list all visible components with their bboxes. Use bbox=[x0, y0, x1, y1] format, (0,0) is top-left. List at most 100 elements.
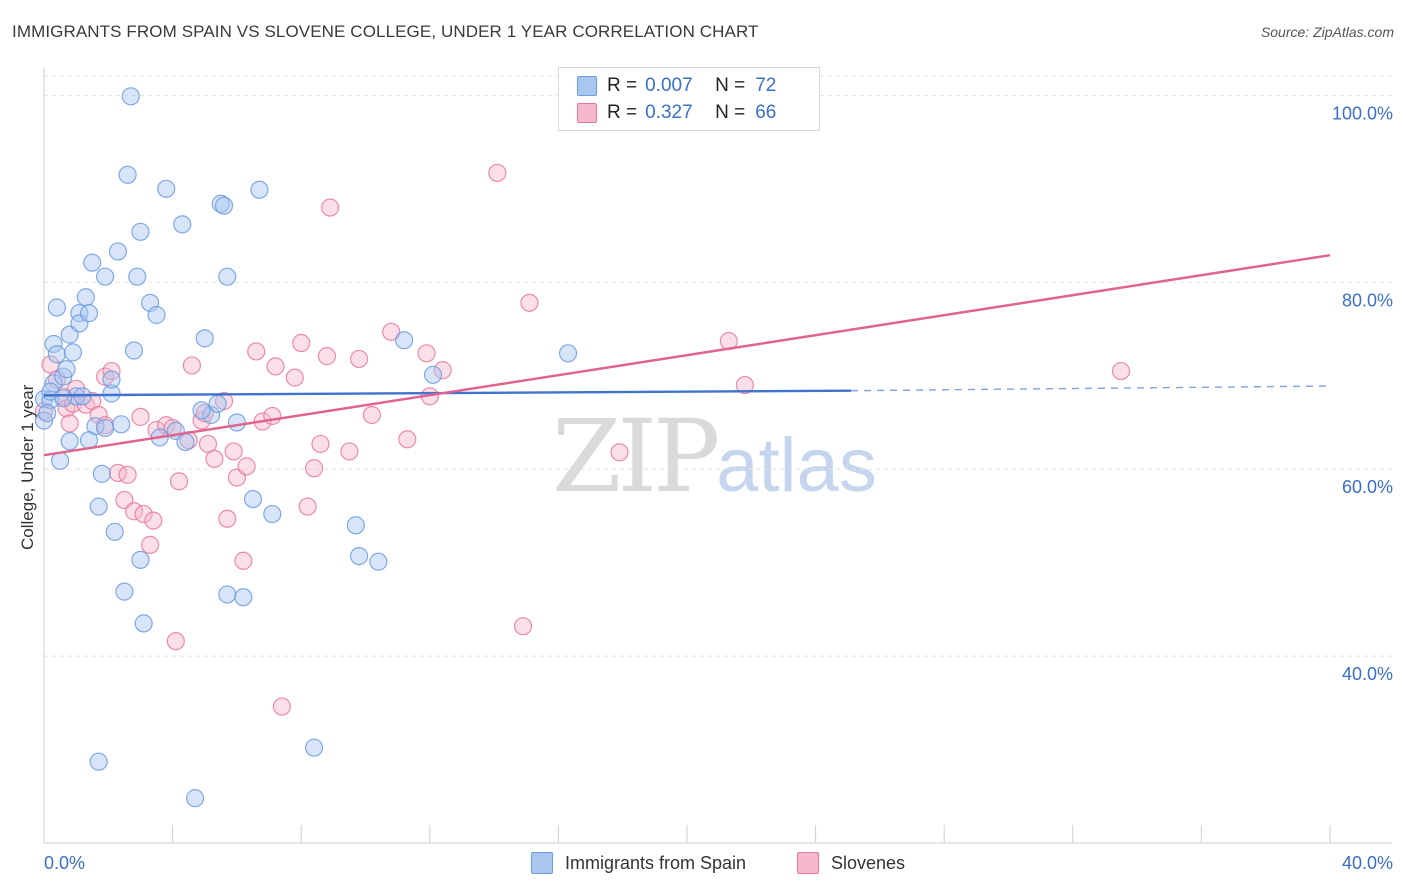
spain-point bbox=[195, 329, 214, 348]
correlation-legend: R = 0.007 N = 72 R = 0.327 N = 66 bbox=[558, 67, 820, 131]
slovenes-point bbox=[382, 322, 401, 341]
spain-point bbox=[131, 222, 150, 241]
slovenes-point bbox=[218, 509, 237, 528]
spain-point bbox=[423, 365, 443, 384]
legend-r-label: R = bbox=[607, 102, 638, 123]
slovenes-point bbox=[131, 407, 150, 426]
spain-point bbox=[243, 489, 263, 509]
slovenes-point bbox=[60, 414, 79, 433]
spain-points bbox=[34, 85, 758, 808]
legend-swatch-slovenes bbox=[797, 852, 819, 874]
slovenes-point bbox=[163, 418, 182, 438]
legend-swatch-spain bbox=[577, 76, 597, 96]
legend-item-slovenes[interactable]: Slovenes bbox=[797, 852, 905, 874]
chart-title: IMMIGRANTS FROM SPAIN VS SLOVENE COLLEGE… bbox=[12, 22, 759, 41]
slovenes-point bbox=[134, 504, 153, 524]
spain-point bbox=[47, 345, 66, 364]
slovenes-point bbox=[195, 404, 214, 423]
slovenes-point bbox=[433, 361, 452, 380]
slovenes-point bbox=[266, 357, 285, 376]
legend-n-value: 72 bbox=[755, 75, 777, 96]
slovenes-point bbox=[349, 349, 369, 369]
legend-n-value: 66 bbox=[755, 102, 777, 123]
y-tick-label: 40.0% bbox=[1342, 664, 1393, 684]
spain-point bbox=[63, 343, 83, 362]
series-legend: Immigrants from Spain Slovenes bbox=[0, 852, 1406, 878]
slovenes-point bbox=[513, 617, 533, 636]
spain-point bbox=[346, 516, 365, 535]
spain-point bbox=[349, 547, 369, 566]
spain-point bbox=[186, 789, 205, 808]
spain-point bbox=[147, 305, 166, 325]
x-tick-label: 0.0% bbox=[44, 853, 85, 873]
watermark-atlas: atlas bbox=[716, 423, 877, 508]
slovenes-point bbox=[144, 511, 163, 530]
spain-point bbox=[44, 334, 63, 354]
legend-item-spain[interactable]: Immigrants from Spain bbox=[531, 852, 746, 874]
legend-r-value: 0.327 bbox=[645, 102, 693, 123]
spain-point bbox=[47, 298, 66, 317]
slovenes-point bbox=[205, 449, 224, 469]
legend-label-slovenes: Slovenes bbox=[831, 852, 906, 873]
spain-point bbox=[250, 180, 269, 199]
spain-trend-extension bbox=[850, 385, 1331, 392]
spain-point bbox=[108, 242, 128, 261]
spain-point bbox=[89, 752, 108, 771]
slovenes-points bbox=[34, 163, 1131, 716]
spain-point bbox=[208, 394, 227, 413]
spain-point bbox=[50, 451, 70, 470]
spain-point bbox=[211, 194, 230, 213]
watermark: ZIPatlas bbox=[552, 398, 877, 515]
slovenes-point bbox=[321, 198, 340, 217]
watermark-zip: ZIP bbox=[552, 398, 720, 515]
slovenes-point bbox=[417, 344, 436, 363]
slovenes-point bbox=[298, 497, 317, 516]
legend-n-label: N = bbox=[715, 75, 746, 96]
slovenes-point bbox=[140, 535, 160, 554]
spain-point bbox=[112, 415, 131, 434]
spain-point bbox=[38, 404, 57, 423]
slovenes-point bbox=[317, 347, 337, 366]
spain-point bbox=[124, 341, 144, 360]
spain-point bbox=[214, 196, 234, 215]
legend-label-spain: Immigrants from Spain bbox=[565, 852, 747, 873]
spain-point bbox=[102, 370, 121, 389]
spain-point bbox=[54, 389, 73, 408]
spain-point bbox=[102, 384, 121, 403]
legend-swatch-slovenes bbox=[577, 103, 597, 123]
spain-point bbox=[118, 165, 137, 184]
legend-r-value: 0.007 bbox=[645, 75, 693, 96]
slovenes-point bbox=[340, 442, 359, 461]
spain-point bbox=[263, 504, 282, 524]
spain-point bbox=[92, 464, 111, 483]
spain-point bbox=[131, 550, 150, 569]
slovenes-point bbox=[520, 293, 539, 312]
x-tick-label: 40.0% bbox=[1342, 853, 1393, 873]
axes bbox=[43, 68, 1392, 844]
legend-swatch-spain bbox=[531, 852, 553, 874]
source-credit: Source: ZipAtlas.com bbox=[1260, 24, 1394, 40]
slovenes-point bbox=[166, 632, 185, 651]
slovenes-point bbox=[263, 406, 282, 426]
slovenes-point bbox=[398, 430, 417, 449]
slovenes-point bbox=[67, 379, 86, 398]
spain-point bbox=[558, 344, 578, 363]
slovenes-point bbox=[234, 551, 253, 570]
spain-point bbox=[157, 179, 176, 198]
spain-point bbox=[227, 413, 246, 432]
spain-point bbox=[70, 304, 89, 323]
y-tick-label: 100.0% bbox=[1332, 103, 1393, 123]
spain-point bbox=[176, 432, 195, 452]
slovenes-point bbox=[247, 342, 266, 361]
slovenes-point bbox=[735, 375, 754, 395]
slovenes-point bbox=[1111, 361, 1131, 381]
slovenes-point bbox=[118, 465, 137, 484]
slovenes-point bbox=[304, 459, 324, 478]
spain-point bbox=[60, 432, 79, 451]
slovenes-point bbox=[237, 457, 256, 476]
spain-point bbox=[218, 585, 237, 604]
spain-point bbox=[192, 401, 211, 420]
spain-point bbox=[79, 304, 99, 323]
spain-point bbox=[95, 418, 115, 438]
